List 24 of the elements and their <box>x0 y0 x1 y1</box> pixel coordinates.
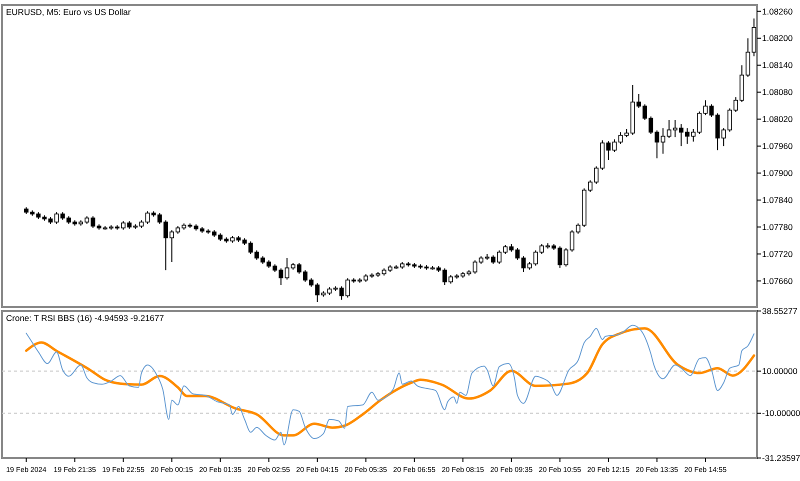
candlestick <box>564 248 568 268</box>
y-tick-label: -10.00000 <box>762 408 800 418</box>
candlestick <box>612 138 617 152</box>
y-tick-label: 1.08200 <box>762 33 793 44</box>
y-tick-label: 1.07960 <box>762 141 793 152</box>
y-tick-label: 10.00000 <box>762 366 798 376</box>
y-tick-label: 1.08140 <box>762 60 793 70</box>
y-tick-label: 1.07720 <box>762 248 793 259</box>
y-tick-label: -31.23597 <box>762 452 800 463</box>
candlestick <box>472 260 478 274</box>
y-tick-label: 1.08080 <box>762 87 793 98</box>
candlestick <box>521 256 526 272</box>
y-tick-label: 1.08260 <box>762 6 793 16</box>
candlestick <box>709 104 714 118</box>
y-tick-label: 1.07660 <box>762 276 793 286</box>
chart-title: EURUSD, M5: Euro vs US Dollar <box>6 7 131 17</box>
y-tick-label: 1.07840 <box>762 195 793 206</box>
chart-title: Crone: T RSI BBS (16) -4.94593 -9.21677 <box>6 313 164 323</box>
candlestick <box>284 258 290 280</box>
y-tick-label: 1.07900 <box>762 168 793 178</box>
y-tick-label: 1.08020 <box>762 114 793 124</box>
y-tick-label: 1.07780 <box>762 222 793 232</box>
candlestick <box>660 128 666 154</box>
y-tick-label: 38.55277 <box>762 306 798 316</box>
